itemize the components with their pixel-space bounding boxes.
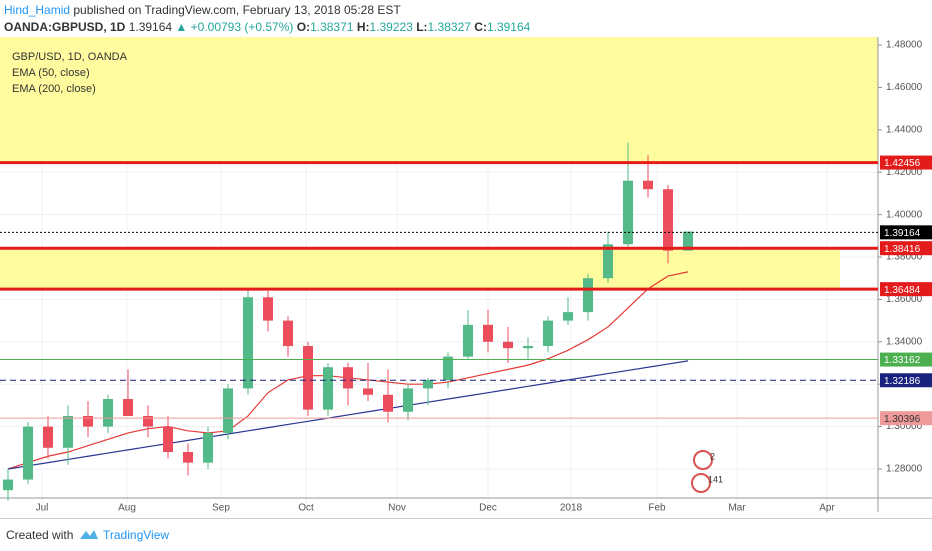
x-tick-label: Apr: [819, 503, 835, 514]
level-label: 1.33162: [884, 355, 921, 366]
y-tick-label: 1.36000: [886, 294, 923, 305]
legend-entry: GBP/USD, 1D, OANDA: [12, 51, 128, 63]
ema-line: [7, 360, 689, 470]
y-tick-label: 1.46000: [886, 82, 923, 93]
footer: Created with TradingView: [0, 518, 932, 551]
candle-body: [403, 388, 413, 412]
level-label: 1.42456: [884, 158, 921, 169]
open: 1.38371: [310, 20, 354, 34]
candle-body: [343, 367, 353, 389]
y-tick-label: 1.28000: [886, 464, 923, 475]
candle-body: [363, 388, 373, 395]
zone: [0, 248, 840, 290]
y-tick-label: 1.38000: [886, 252, 923, 263]
y-tick-label: 1.30000: [886, 421, 923, 432]
y-tick-label: 1.44000: [886, 124, 923, 135]
c-label: C:: [474, 20, 487, 34]
candle-body: [503, 341, 513, 349]
candle-body: [563, 312, 573, 321]
event-badge: [693, 450, 713, 470]
y-tick-label: 1.42000: [886, 167, 923, 178]
candle-body: [63, 415, 73, 448]
l-label: L:: [416, 20, 428, 34]
candle-body: [683, 231, 693, 251]
legend-entry: EMA (200, close): [12, 83, 96, 95]
candle-body: [83, 415, 93, 427]
candle-body: [143, 415, 153, 427]
level-tag: [880, 155, 932, 170]
candle-body: [663, 189, 673, 251]
candle-body: [223, 388, 233, 433]
candle-body: [603, 244, 613, 279]
level-tag: [880, 373, 932, 388]
brand[interactable]: TradingView: [103, 528, 170, 542]
level-tag: [880, 241, 932, 256]
published: published on TradingView.com, February 1…: [73, 3, 401, 17]
low: 1.38327: [427, 20, 471, 34]
level-label: 1.39164: [884, 228, 921, 239]
candle-body: [463, 324, 473, 357]
level-tag: [880, 282, 932, 297]
candle-body: [203, 432, 213, 463]
y-tick-label: 1.48000: [886, 40, 923, 51]
candle-body: [103, 399, 113, 427]
level-label: 1.30396: [884, 414, 921, 425]
x-tick-label: Nov: [388, 503, 406, 514]
candle-body: [543, 320, 553, 347]
level-label: 1.32186: [884, 376, 921, 387]
candle-body: [243, 297, 253, 389]
x-tick-label: Sep: [212, 503, 230, 514]
x-tick-label: Feb: [648, 503, 666, 514]
candle-body: [123, 399, 133, 416]
y-tick-label: 1.34000: [886, 336, 923, 347]
candle-body: [263, 297, 273, 321]
last: 1.39164: [128, 20, 173, 34]
symbol: OANDA:GBPUSD, 1D: [4, 20, 126, 34]
candle-body: [523, 346, 533, 349]
level-label: 1.38416: [884, 244, 921, 255]
level-tag: [880, 352, 932, 367]
y-tick-label: 1.40000: [886, 209, 923, 220]
author[interactable]: Hind_Hamid: [4, 3, 71, 17]
candle-body: [423, 379, 433, 389]
change: ▲ +0.00793 (+0.57%): [175, 20, 294, 34]
zone: [0, 37, 878, 163]
candle-body: [163, 426, 173, 453]
high: 1.39223: [369, 20, 413, 34]
header: Hind_Hamid published on TradingView.com,…: [4, 2, 530, 36]
close: 1.39164: [486, 20, 531, 34]
level-tag: [880, 225, 932, 240]
candle-body: [43, 426, 53, 448]
level-label: 1.36484: [884, 285, 921, 296]
candle-body: [23, 426, 33, 480]
event-label: 2: [710, 451, 715, 461]
candle-body: [3, 479, 13, 491]
level-tag: [880, 411, 932, 426]
x-tick-label: Dec: [479, 503, 497, 514]
candle-body: [383, 394, 393, 412]
created: Created with: [6, 528, 74, 542]
candle-body: [443, 356, 453, 380]
x-tick-label: Jul: [36, 503, 49, 514]
x-tick-label: Aug: [118, 503, 136, 514]
candle-body: [303, 346, 313, 410]
candle-body: [323, 367, 333, 410]
candle-body: [283, 320, 293, 347]
candle-body: [583, 278, 593, 313]
x-tick-label: Oct: [298, 503, 314, 514]
candle-body: [623, 180, 633, 245]
candle-body: [183, 452, 193, 463]
legend-entry: EMA (50, close): [12, 67, 90, 79]
candle-body: [483, 324, 493, 342]
chart: Jul Aug Sep Oct Nov Dec 2018 Feb Mar Apr 1.28000 1.…: [0, 37, 932, 514]
x-tick-label: Mar: [728, 503, 746, 514]
h-label: H:: [356, 20, 370, 34]
x-tick-label: 2018: [560, 503, 583, 514]
logo: [80, 530, 98, 539]
candle-body: [643, 180, 653, 190]
event-label: 141: [708, 474, 723, 484]
event-badge: [691, 473, 711, 493]
o-label: O:: [296, 20, 311, 34]
